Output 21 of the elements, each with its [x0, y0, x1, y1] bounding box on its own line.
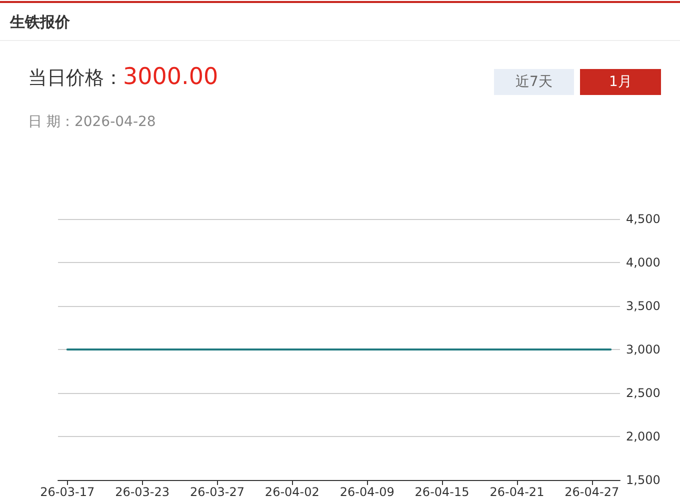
y-tick-label: 4,000: [626, 256, 660, 270]
y-tick-label: 3,000: [626, 342, 660, 356]
x-tick-label: 26-04-02: [264, 485, 320, 499]
text: 当日价格：: [28, 66, 123, 91]
y-tick-label: 2,000: [626, 430, 660, 444]
x-tick-label: 26-04-21: [490, 485, 544, 499]
x-tick-label: 26-03-17: [40, 485, 95, 499]
y-tick-label: 4,500: [626, 212, 660, 226]
y-tick-label: 3,500: [626, 299, 660, 313]
chart-title: 生铁报价: [10, 12, 70, 32]
x-tick-label: 26-04-09: [340, 485, 394, 499]
x-tick-label: 26-03-27: [190, 485, 244, 499]
tab-button: 近7天: [494, 69, 574, 95]
text: 3000.00: [123, 64, 218, 90]
x-tick-label: 26-04-15: [414, 485, 470, 499]
x-tick-label: 26-04-27: [564, 485, 620, 499]
y-tick-label: 2,500: [626, 386, 660, 400]
tab-button: 1月: [580, 69, 661, 95]
y-tick-label: 1,500: [626, 473, 660, 487]
x-tick-label: 26-03-23: [115, 485, 170, 499]
text: 日 期：2026-04-28: [28, 113, 156, 131]
